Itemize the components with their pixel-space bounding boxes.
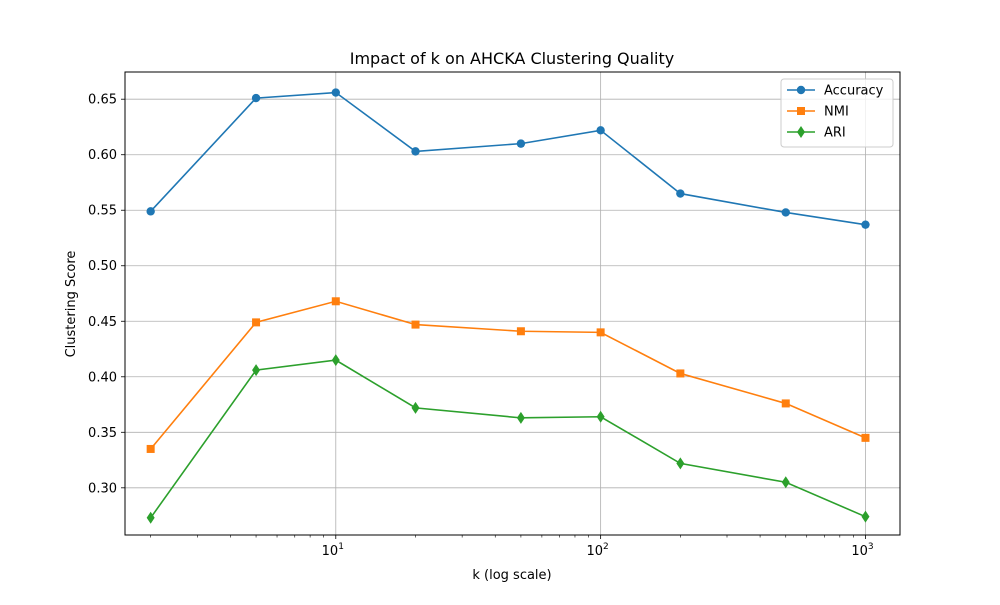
chart-title: Impact of k on AHCKA Clustering Quality — [350, 49, 674, 68]
x-tick-label-exponent: 3 — [868, 542, 874, 552]
y-tick-label: 0.50 — [88, 259, 117, 274]
series-ari — [146, 354, 870, 524]
plot-frame — [124, 71, 901, 536]
legend: Accuracy NMI ARI — [780, 78, 894, 148]
x-tick-label-base: 10 — [322, 544, 339, 559]
x-tick-label: 103 — [851, 542, 873, 559]
legend-marker-accuracy — [796, 85, 806, 95]
legend-frame — [780, 78, 894, 148]
data-point-ari — [331, 354, 340, 367]
data-point-ari — [781, 476, 790, 489]
data-point-accuracy — [676, 189, 685, 198]
series-nmi — [146, 297, 870, 453]
legend-item-ari: ARI — [787, 126, 846, 141]
legend-item-accuracy: Accuracy — [787, 84, 884, 99]
data-point-accuracy — [516, 139, 526, 148]
data-point-nmi — [861, 433, 870, 442]
legend-label-accuracy: Accuracy — [824, 84, 884, 99]
legend-marker-nmi — [797, 107, 805, 115]
data-point-nmi — [331, 297, 340, 306]
legend-label-ari: ARI — [824, 126, 846, 141]
data-point-ari — [861, 510, 870, 523]
data-point-nmi — [252, 318, 261, 327]
data-point-ari — [411, 401, 420, 414]
data-point-nmi — [516, 327, 525, 336]
data-point-accuracy — [861, 220, 870, 229]
legend-item-nmi: NMI — [787, 105, 849, 120]
data-point-nmi — [596, 328, 605, 337]
legend-marker-ari — [797, 126, 805, 138]
x-tick-label-base: 10 — [851, 544, 868, 559]
y-tick-label: 0.30 — [88, 481, 117, 496]
data-point-accuracy — [331, 88, 340, 97]
data-point-ari — [676, 457, 685, 470]
series-line-accuracy — [150, 91, 866, 226]
data-point-accuracy — [146, 207, 155, 216]
data-point-nmi — [411, 320, 420, 329]
legend-label-nmi: NMI — [824, 105, 849, 120]
data-point-accuracy — [411, 147, 420, 156]
x-tick-label: 101 — [322, 542, 344, 559]
y-tick-label: 0.65 — [88, 93, 117, 108]
data-point-ari — [596, 410, 605, 423]
data-point-nmi — [146, 444, 155, 453]
y-tick-label: 0.35 — [88, 426, 117, 441]
y-tick-label: 0.55 — [88, 204, 117, 219]
series-accuracy — [146, 88, 870, 229]
y-tick-label: 0.40 — [88, 370, 117, 385]
data-point-ari — [146, 511, 155, 524]
data-point-accuracy — [251, 93, 261, 103]
series-layer — [146, 88, 870, 524]
x-tick-label-exponent: 2 — [603, 542, 609, 552]
data-point-accuracy — [781, 208, 790, 217]
y-tick-label: 0.45 — [88, 315, 117, 330]
x-tick-label-base: 10 — [586, 544, 603, 559]
x-axis-label: k (log scale) — [472, 568, 551, 583]
x-tick-label-exponent: 1 — [338, 542, 344, 552]
data-point-ari — [252, 364, 261, 377]
series-line-ari — [150, 359, 866, 519]
y-tick-label: 0.60 — [88, 148, 117, 163]
data-point-nmi — [676, 369, 685, 378]
x-tick-label: 102 — [586, 542, 608, 559]
data-point-accuracy — [596, 126, 605, 135]
y-axis-label: Clustering Score — [64, 251, 79, 358]
data-point-nmi — [781, 399, 790, 408]
data-point-ari — [516, 411, 525, 424]
